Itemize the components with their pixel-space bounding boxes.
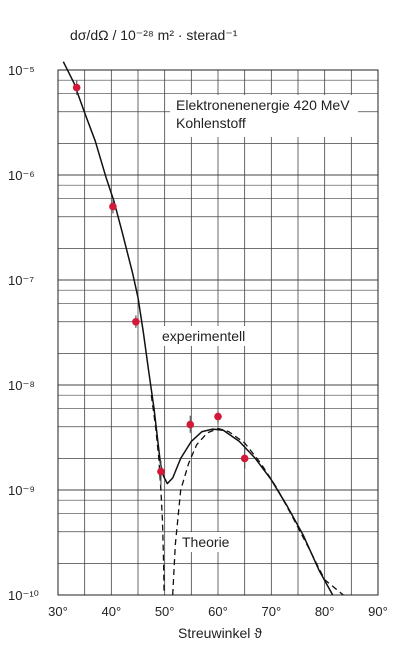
data-point <box>157 467 165 476</box>
plot-frame <box>57 69 379 596</box>
curve-theorie <box>150 395 165 595</box>
x-tick-label: 70° <box>261 604 281 619</box>
y-axis-label: dσ/dΩ / 10⁻²⁸ m² · sterad⁻¹ <box>70 27 238 43</box>
x-tick-label: 60° <box>208 604 228 619</box>
grid-lines <box>57 69 379 596</box>
curve-label-experimentell: experimentell <box>162 328 245 344</box>
x-tick-label: 40° <box>101 604 121 619</box>
curve-label-theorie: Theorie <box>182 534 230 550</box>
data-point <box>214 412 222 421</box>
x-tick-labels: 30° 40° 50° 60° 70° 80° 90° <box>48 604 388 619</box>
x-axis-label: Streuwinkel ϑ <box>178 625 262 641</box>
data-point <box>132 317 140 326</box>
x-tick-label: 30° <box>48 604 68 619</box>
y-tick-label: 10⁻⁵ <box>8 63 35 78</box>
curve-experimentell <box>62 61 334 595</box>
data-points <box>72 80 249 486</box>
x-tick-label: 80° <box>315 604 335 619</box>
data-point <box>109 202 117 211</box>
curve-label-background-theorie <box>178 532 240 552</box>
annotation-text: Elektronenenergie 420 MeV Kohlenstoff <box>176 97 353 131</box>
y-tick-label: 10⁻⁶ <box>8 168 35 183</box>
data-point <box>186 420 195 429</box>
annotation-background <box>170 95 358 137</box>
x-tick-label: 90° <box>368 604 388 619</box>
y-tick-label: 10⁻⁸ <box>8 378 35 393</box>
curves <box>62 61 344 595</box>
y-tick-label: 10⁻⁹ <box>8 483 35 498</box>
y-tick-labels: 10⁻¹⁰ 10⁻⁹ 10⁻⁸ 10⁻⁷ 10⁻⁶ 10⁻⁵ <box>8 63 39 603</box>
data-point <box>72 83 81 92</box>
curve-theorie-2 <box>172 427 344 595</box>
y-tick-label: 10⁻¹⁰ <box>8 588 39 603</box>
data-point <box>240 454 249 463</box>
y-tick-label: 10⁻⁷ <box>8 273 34 288</box>
x-tick-label: 50° <box>155 604 175 619</box>
curve-label-background-experimentell <box>158 326 258 346</box>
